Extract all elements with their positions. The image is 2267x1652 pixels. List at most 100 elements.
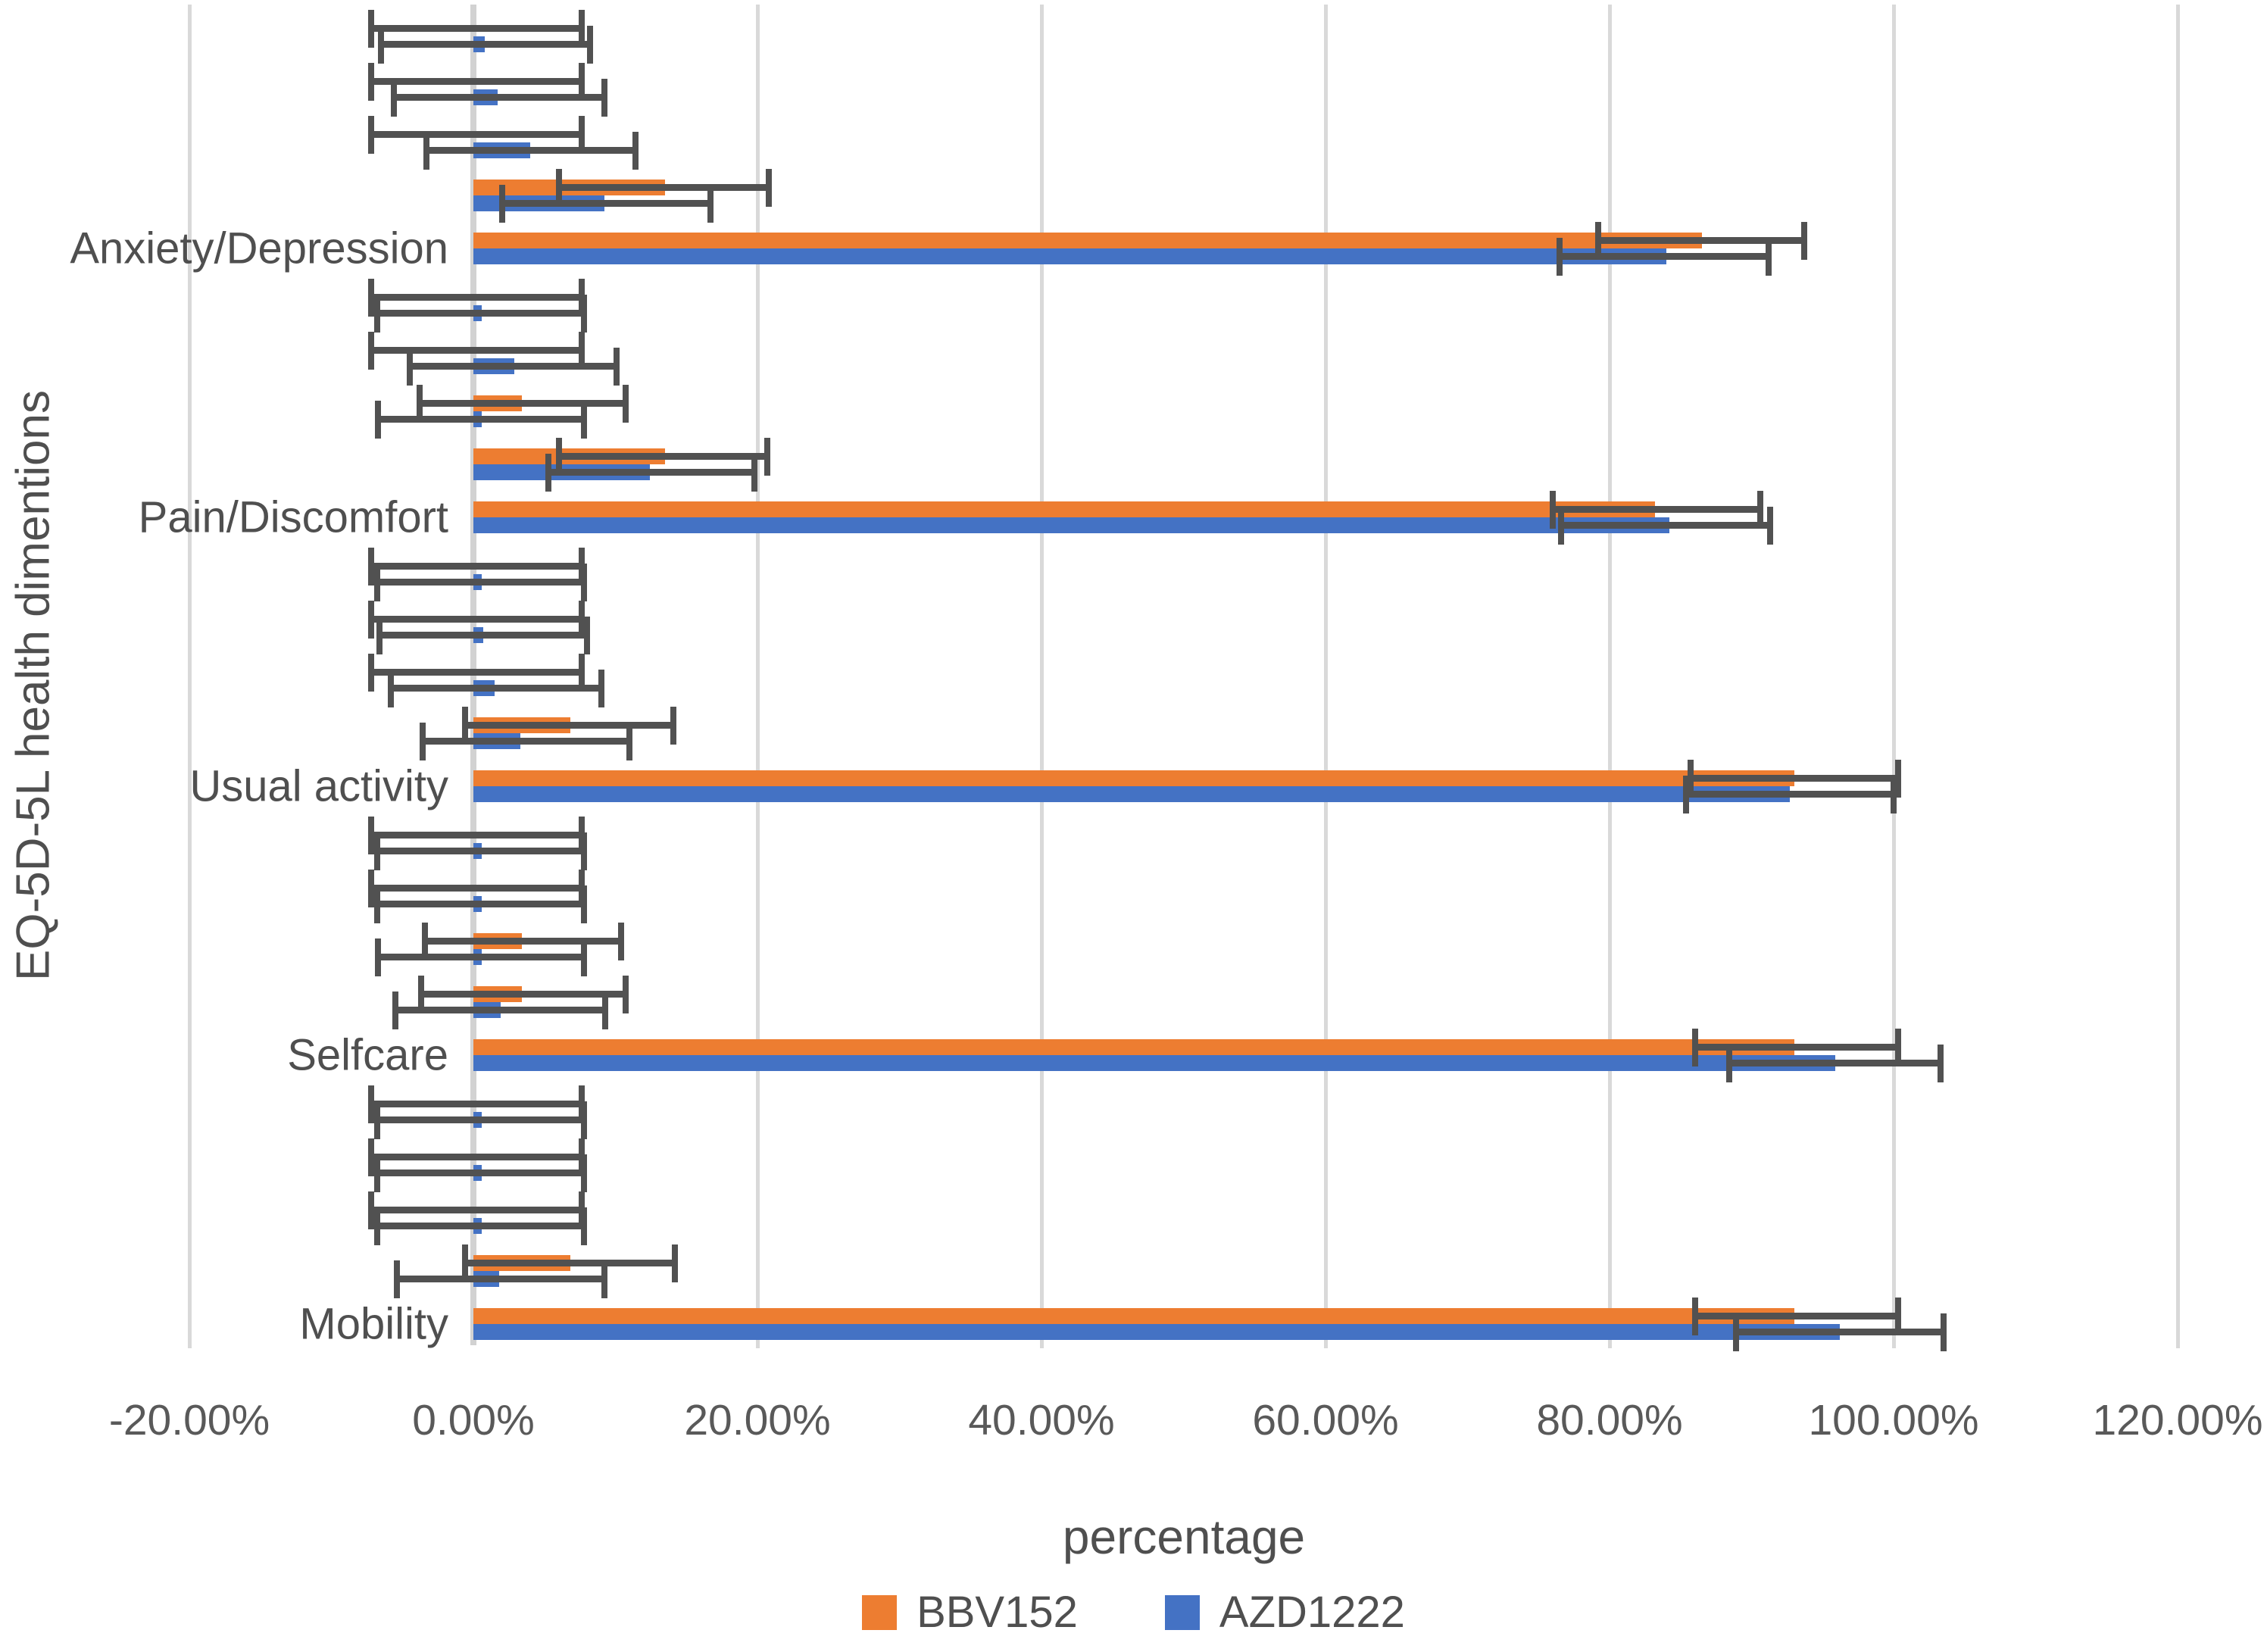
error-bar-line: [376, 579, 585, 586]
error-bar-cap-low: [417, 975, 424, 1013]
bar-segment: [473, 1055, 1836, 1071]
error-bar-cap-low: [1691, 1028, 1698, 1066]
bar-segment: [473, 1324, 1840, 1340]
x-tick-label: 20.00%: [684, 1396, 831, 1444]
error-bar-cap-low: [1732, 1313, 1739, 1351]
category-label: Anxiety/Depression: [70, 223, 448, 273]
error-bar-cap-low: [368, 600, 374, 639]
error-bar-line: [1553, 506, 1760, 513]
error-bar-cap-high: [602, 991, 609, 1029]
error-bar-cap-high: [626, 722, 633, 760]
legend-swatch-icon: [862, 1594, 898, 1630]
bar-segment: [473, 517, 1669, 533]
error-bar-line: [1686, 791, 1894, 798]
error-bar-line: [379, 632, 587, 639]
legend: BBV152 AZD1222: [0, 1587, 2267, 1638]
error-bar-line: [1690, 775, 1898, 782]
error-bar-cap-low: [1558, 506, 1565, 545]
error-bar-cap-low: [1687, 759, 1694, 798]
error-bar-cap-low: [392, 991, 398, 1029]
error-bar-line: [376, 848, 585, 854]
error-bar-cap-low: [373, 1101, 380, 1139]
error-bar-line: [376, 901, 585, 907]
error-bar-line: [1728, 1060, 1941, 1066]
error-bar-cap-low: [368, 62, 374, 101]
error-bar-cap-high: [578, 115, 585, 154]
error-bar-cap-high: [578, 600, 585, 639]
error-bar-cap-high: [581, 885, 588, 923]
error-bar-line: [371, 25, 582, 32]
error-bar-cap-low: [368, 9, 374, 48]
error-bar-cap-high: [584, 616, 590, 654]
error-bar-cap-low: [388, 669, 395, 707]
x-tick-label: 40.00%: [968, 1396, 1115, 1444]
error-bar-line: [371, 616, 582, 623]
error-bar-cap-high: [1800, 221, 1807, 260]
error-bar-cap-high: [707, 184, 714, 223]
error-bar-cap-low: [368, 1191, 374, 1229]
error-bar-cap-high: [581, 1207, 588, 1245]
error-bar-cap-low: [368, 115, 374, 154]
error-bar-cap-low: [391, 78, 397, 117]
category-label: Selfcare: [287, 1030, 448, 1080]
bar-segment: [473, 501, 1655, 517]
legend-label: BBV152: [916, 1588, 1078, 1637]
error-bar-line: [376, 1116, 585, 1123]
error-bar-cap-low: [368, 1085, 374, 1123]
error-bar-line: [420, 991, 626, 998]
bar-segment: [473, 1308, 1794, 1324]
error-bar-cap-high: [578, 331, 585, 370]
bar-segment: [473, 770, 1794, 786]
error-bar-cap-high: [1894, 1297, 1901, 1335]
error-bar-line: [1694, 1044, 1898, 1051]
bar-segment: [473, 248, 1666, 264]
error-bar-cap-high: [672, 1244, 679, 1282]
y-axis-title: EQ-5D-5L health dimentions: [7, 390, 60, 981]
bar-segment: [473, 233, 1702, 248]
error-bar-cap-low: [1691, 1297, 1698, 1335]
legend-item: BBV152: [862, 1587, 1078, 1638]
error-bar-line: [558, 184, 769, 191]
error-bar-cap-low: [461, 706, 468, 745]
error-bar-line: [1560, 253, 1769, 260]
error-bar-line: [501, 200, 711, 207]
error-bar-line: [395, 1007, 606, 1013]
error-bar-line: [371, 347, 582, 354]
error-bar-line: [394, 94, 604, 101]
error-bar-cap-low: [373, 563, 380, 601]
error-bar-cap-high: [598, 669, 604, 707]
x-tick-label: 80.00%: [1536, 1396, 1683, 1444]
error-bar-cap-high: [581, 938, 588, 976]
error-bar-line: [419, 400, 626, 407]
error-bar-line: [378, 954, 585, 960]
error-bar-cap-low: [461, 1244, 468, 1282]
error-bar-cap-high: [1894, 1028, 1901, 1066]
error-bar-cap-low: [393, 1260, 400, 1298]
error-bar-cap-high: [578, 62, 585, 101]
category-label: Pain/Discomfort: [138, 492, 448, 542]
error-bar-cap-low: [555, 437, 562, 476]
error-bar-line: [1735, 1329, 1944, 1335]
error-bar-cap-high: [670, 706, 677, 745]
error-bar-cap-low: [1683, 775, 1690, 814]
error-bar-cap-low: [373, 1154, 380, 1192]
error-bar-cap-low: [1725, 1044, 1732, 1082]
bar-segment: [473, 786, 1791, 802]
gridline: [755, 5, 760, 1348]
error-bar-cap-high: [581, 1101, 588, 1139]
error-bar-line: [376, 310, 585, 317]
x-tick-label: 0.00%: [412, 1396, 535, 1444]
x-axis-title: percentage: [1062, 1510, 1306, 1564]
error-bar-line: [425, 938, 621, 945]
error-bar-cap-low: [498, 184, 505, 223]
error-bar-cap-high: [614, 347, 620, 386]
error-bar-cap-high: [581, 1154, 588, 1192]
error-bar-line: [464, 1260, 676, 1266]
error-bar-cap-high: [581, 563, 588, 601]
category-label: Usual activity: [189, 761, 448, 811]
error-bar-cap-high: [766, 168, 772, 207]
error-bar-cap-high: [764, 437, 771, 476]
error-bar-line: [409, 363, 617, 370]
gridline: [1323, 5, 1328, 1348]
error-bar-cap-high: [1766, 506, 1773, 545]
